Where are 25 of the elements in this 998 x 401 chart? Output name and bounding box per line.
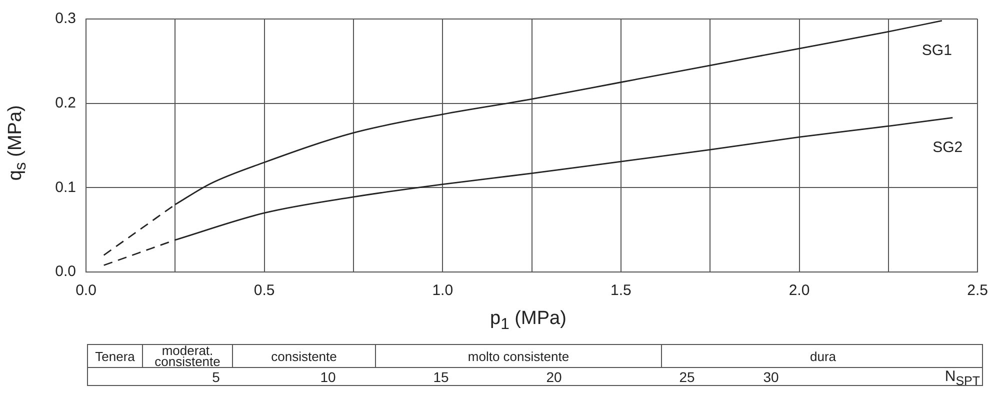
x-tick-label: 0.0 [76, 282, 96, 300]
text: moderat. consistente [143, 343, 233, 369]
x-tick-label: 1.0 [432, 282, 454, 300]
x-tick-label: 2.0 [788, 282, 810, 300]
text: 20 [546, 369, 562, 385]
text: 15 [433, 369, 449, 385]
text: Tenera [88, 345, 143, 367]
text: 30 [763, 369, 779, 385]
text: 10 [320, 369, 336, 385]
y-tick-label: 0.3 [55, 10, 76, 28]
x-tick-label: 2.5 [967, 282, 988, 300]
x-tick-label: 1.5 [610, 282, 632, 300]
text: molto consistente [376, 345, 662, 367]
y-tick-label: 0.1 [55, 178, 76, 196]
x-tick-label: 0.5 [254, 282, 275, 300]
text: 5 [212, 369, 220, 385]
text: N$_{SPT}$ [944, 368, 980, 388]
text: 25 [679, 369, 695, 385]
series-label: SG2 [932, 138, 963, 156]
text: dura [808, 348, 838, 366]
x-axis-title: p$_{1}$ (MPa) [490, 308, 566, 334]
y-tick-label: 0.0 [55, 263, 76, 280]
text: consistente [233, 345, 376, 367]
series-label: SG1 [922, 42, 952, 59]
y-tick-label: 0.2 [55, 94, 76, 112]
